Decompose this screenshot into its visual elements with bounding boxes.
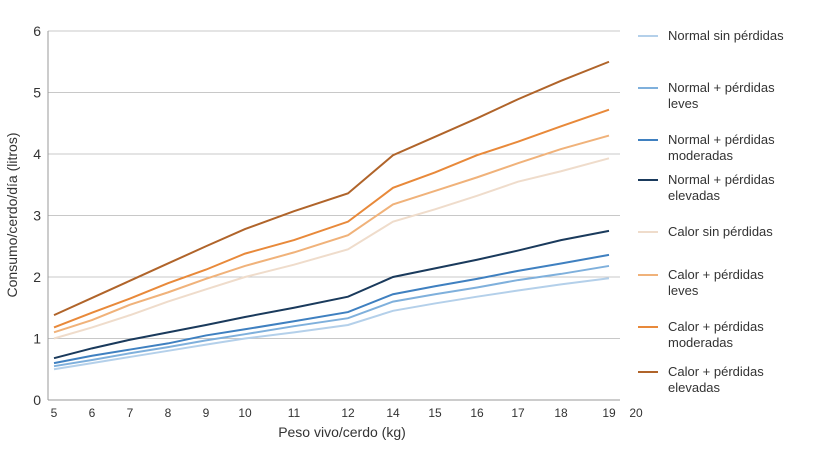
legend-label: Calor + pérdidas leves [668, 267, 764, 298]
legend-label: Calor + pérdidas moderadas [668, 319, 764, 350]
x-tick-label: 7 [127, 406, 134, 420]
y-tick-label: 5 [33, 85, 41, 101]
x-tick-label: 14 [386, 406, 400, 420]
x-tick-label: 6 [89, 406, 96, 420]
x-tick-label: 9 [203, 406, 210, 420]
y-tick-label: 0 [33, 392, 41, 408]
legend-label: Calor sin pérdidas [668, 224, 773, 239]
x-tick-label: 11 [288, 406, 301, 420]
series-line [53, 134, 610, 334]
x-tick-label: 8 [165, 406, 172, 420]
legend-swatch [638, 231, 658, 233]
y-axis-label: Consumo/cerdo/día (litros) [4, 133, 20, 298]
series-line [53, 253, 610, 365]
x-tick-label: 5 [51, 406, 58, 420]
legend-swatch [638, 179, 658, 181]
x-tick-label: 10 [238, 406, 252, 420]
legend-label: Normal + pérdidas moderadas [668, 132, 775, 163]
legend-label: Normal + pérdidas leves [668, 80, 775, 111]
legend-swatch [638, 87, 658, 89]
y-tick-label: 6 [33, 23, 41, 39]
series-line [53, 157, 610, 340]
x-tick-label: 19 [602, 406, 616, 420]
y-tick-label: 2 [33, 269, 41, 285]
y-tick-label: 3 [33, 208, 41, 224]
series-line [53, 108, 610, 329]
series-line [53, 60, 610, 317]
series-line [53, 229, 610, 360]
x-tick-label: 20 [629, 406, 643, 420]
legend-label: Calor + pérdidas elevadas [668, 364, 764, 395]
x-tick-label: 17 [511, 406, 525, 420]
x-tick-label: 15 [428, 406, 442, 420]
legend-swatch [638, 35, 658, 37]
legend-label: Normal + pérdidas elevadas [668, 172, 775, 203]
x-tick-label: 18 [554, 406, 568, 420]
x-tick-label: 16 [470, 406, 484, 420]
series-line [53, 264, 610, 368]
x-axis-label: Peso vivo/cerdo (kg) [278, 424, 406, 440]
y-tick-label: 1 [33, 331, 41, 347]
legend-swatch [638, 371, 658, 373]
y-tick-label: 4 [33, 146, 41, 162]
x-tick-label: 12 [341, 406, 355, 420]
legend-swatch [638, 326, 658, 328]
legend-swatch [638, 139, 658, 141]
series-line [53, 277, 610, 371]
legend-label: Normal sin pérdidas [668, 28, 784, 43]
legend-swatch [638, 274, 658, 276]
